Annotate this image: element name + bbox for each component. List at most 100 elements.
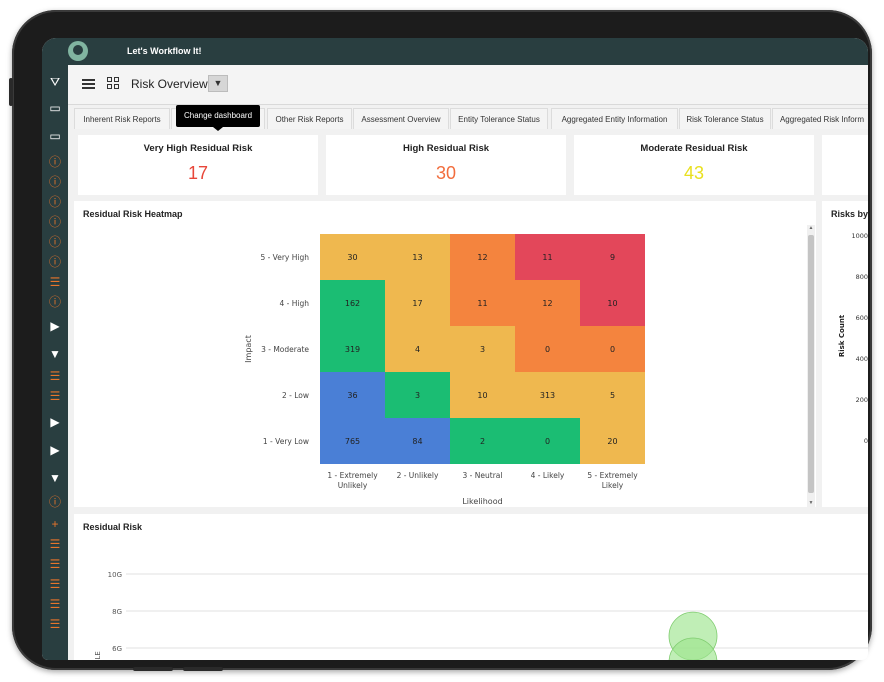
info-icon[interactable]: ⓘ (48, 215, 61, 229)
heatmap-cell[interactable] (515, 280, 580, 326)
kpi-card[interactable]: High Residual Risk 30 (326, 135, 566, 195)
heatmap-cell[interactable] (385, 280, 450, 326)
screen: Let's Workflow It! ⛛ ▭ ▭ ⓘ ⓘ ⓘ ⓘ ⓘ ⓘ ☰ ⓘ ▶ ▼ ☰ ☰ ▶ ▶ ▼ ⓘ + ☰… (42, 38, 868, 660)
heatmap-cell-value: 30 (347, 253, 357, 262)
list-icon[interactable]: ☰ (49, 369, 61, 383)
down-triangle-icon[interactable]: ▼ (49, 347, 61, 361)
heatmap-cell[interactable] (580, 372, 645, 418)
heatmap-cell[interactable] (580, 326, 645, 372)
list-icon[interactable]: ☰ (49, 617, 61, 631)
heatmap-x-tick-label: 3 - Neutral (463, 471, 503, 480)
heatmap-cell-value: 36 (347, 391, 357, 400)
heatmap-x-tick-label: 1 - Extremely Unlikely (327, 471, 378, 490)
heatmap-cell[interactable] (320, 372, 385, 418)
heatmap-cell[interactable] (450, 418, 515, 464)
dashboard-tab[interactable]: Inherent Risk Reports (74, 108, 170, 129)
hamburger-menu-icon[interactable] (82, 79, 95, 89)
down-triangle-icon[interactable]: ▼ (49, 471, 61, 485)
play-icon[interactable]: ▶ (50, 319, 60, 333)
kpi-value: 17 (187, 163, 209, 183)
scrollbar-thumb[interactable] (808, 235, 814, 493)
kpi-card[interactable]: Very High Residual Risk 17 (78, 135, 318, 195)
info-icon[interactable]: ⓘ (48, 195, 61, 209)
heatmap-cell-value: 10 (477, 391, 487, 400)
info-icon[interactable]: ⓘ (48, 155, 61, 169)
list-icon[interactable]: ☰ (49, 577, 61, 591)
risks-by-title: Risks by (831, 209, 868, 219)
heatmap-cell[interactable] (515, 326, 580, 372)
heatmap-cell[interactable] (450, 326, 515, 372)
heatmap-cell[interactable] (580, 234, 645, 280)
heatmap-cell[interactable] (320, 234, 385, 280)
heatmap-cell[interactable] (320, 418, 385, 464)
dashboard-tab[interactable]: Risk Tolerance Status (679, 108, 771, 129)
info-icon[interactable]: ⓘ (48, 295, 61, 309)
risks-by-chart: 1000 800 600 400 200 0 Risk Count (838, 232, 868, 445)
heatmap-cell[interactable] (385, 372, 450, 418)
heatmap-cell[interactable] (385, 418, 450, 464)
heatmap-cell[interactable] (450, 280, 515, 326)
list-icon[interactable]: ☰ (49, 557, 61, 571)
kpi-card[interactable]: Moderate Residual Risk 43 (574, 135, 814, 195)
heatmap-cell[interactable] (450, 234, 515, 280)
app-logo[interactable] (68, 41, 88, 61)
change-dashboard-dropdown[interactable]: ▼ (208, 75, 228, 92)
dashboard-tab[interactable]: Aggregated Risk Inform (772, 108, 868, 129)
residual-y-tick: 10G (108, 571, 122, 579)
dashboard-grid-icon[interactable] (107, 77, 120, 90)
risks-by-y-tick: 800 (856, 273, 868, 281)
dashboard-tab[interactable]: Assessment Overview (353, 108, 449, 129)
heatmap-cell-value: 3 (415, 391, 420, 400)
heatmap-cell[interactable] (320, 280, 385, 326)
dashboard-tab[interactable]: Other Risk Reports (267, 108, 352, 129)
play-icon[interactable]: ▶ (50, 415, 60, 429)
list-icon[interactable]: ☰ (49, 389, 61, 403)
heatmap-cell-value: 313 (540, 391, 555, 400)
plus-icon[interactable]: + (51, 517, 59, 531)
risk-bubble[interactable] (668, 637, 718, 660)
heatmap-cell[interactable] (515, 234, 580, 280)
list-icon[interactable]: ☰ (49, 275, 61, 289)
kpi-value: 30 (435, 163, 457, 183)
heatmap-cell-value: 765 (345, 437, 360, 446)
heatmap-x-axis-label: Likelihood (462, 497, 502, 506)
heatmap-cell[interactable] (515, 418, 580, 464)
heatmap-cell[interactable] (515, 372, 580, 418)
filter-icon[interactable]: ⛛ (49, 75, 61, 89)
residual-risk-card: Residual Risk 10G8G6G4Gual SLE (74, 514, 868, 660)
heatmap-cell-value: 10 (607, 299, 617, 308)
heatmap-cell-value: 2 (480, 437, 485, 446)
list-icon[interactable]: ☰ (49, 537, 61, 551)
heatmap-cell[interactable] (580, 418, 645, 464)
residual-y-tick: 6G (112, 645, 122, 653)
dashboard-tab[interactable]: Entity Tolerance Status (450, 108, 548, 129)
heatmap-scrollbar[interactable]: ▲ ▼ (807, 225, 815, 507)
info-icon[interactable]: ⓘ (48, 495, 61, 509)
info-icon[interactable]: ⓘ (48, 235, 61, 249)
risks-by-y-tick: 600 (856, 314, 868, 322)
dashboard-tab[interactable]: Aggregated Entity Information (551, 108, 678, 129)
list-icon[interactable]: ☰ (49, 597, 61, 611)
tablet-side-button (9, 78, 13, 106)
risks-by-y-tick: 0 (864, 437, 868, 445)
residual-y-tick: 8G (112, 608, 122, 616)
heatmap-cell-value: 0 (545, 437, 550, 446)
heatmap-cell-value: 162 (345, 299, 360, 308)
risks-by-y-tick: 200 (856, 396, 868, 404)
info-icon[interactable]: ⓘ (48, 255, 61, 269)
heatmap-cell-value: 319 (345, 345, 360, 354)
heatmap-cell[interactable] (450, 372, 515, 418)
folder-icon[interactable]: ▭ (49, 101, 61, 115)
residual-risk-chart: 10G8G6G4Gual SLE (94, 571, 868, 660)
heatmap-cell[interactable] (385, 234, 450, 280)
heatmap-cell[interactable] (580, 280, 645, 326)
heatmap-y-tick-label: 2 - Low (282, 391, 309, 400)
play-icon[interactable]: ▶ (50, 443, 60, 457)
info-icon[interactable]: ⓘ (48, 175, 61, 189)
folder-icon[interactable]: ▭ (49, 129, 61, 143)
kpi-label: High Residual Risk (402, 143, 490, 154)
heatmap-cell-value: 4 (415, 345, 420, 354)
heatmap-cell[interactable] (320, 326, 385, 372)
heatmap-cell[interactable] (385, 326, 450, 372)
